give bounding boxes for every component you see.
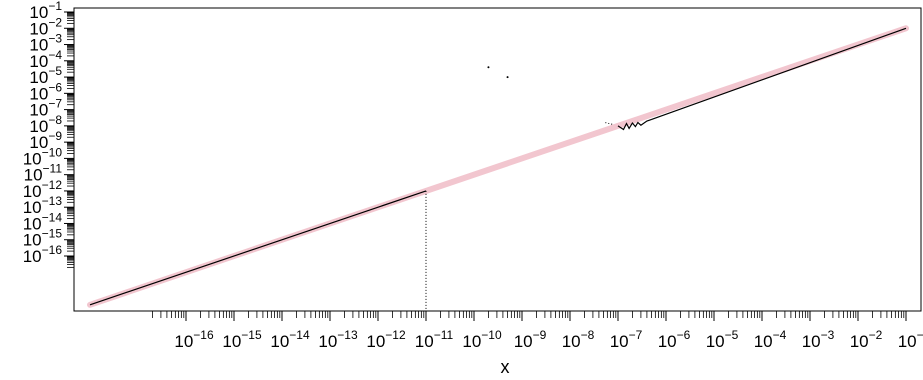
x-tick-label-1: 10−15 — [222, 328, 262, 351]
series-line-upper — [651, 27, 907, 120]
x-tick-label-6: 10−10 — [462, 328, 502, 351]
series-line-lower — [89, 190, 427, 306]
y-tick-label-0: 10−1 — [29, 0, 62, 22]
y-tick-label-14: 10−15 — [23, 227, 63, 250]
y-tick-label-7: 10−8 — [29, 113, 62, 136]
y-tick-label-11: 10−12 — [23, 178, 63, 201]
x-tick-label-3: 10−13 — [318, 328, 358, 351]
y-tick-label-15: 10−16 — [23, 243, 63, 266]
y-tick-label-12: 10−13 — [23, 194, 63, 217]
outlier-point-1 — [506, 76, 509, 79]
outlier-point-0 — [487, 66, 490, 69]
x-tick-label-12: 10−4 — [754, 328, 787, 351]
y-tick-label-5: 10−6 — [29, 80, 62, 103]
x-tick-label-9: 10−7 — [610, 328, 643, 351]
x-tick-label-0: 10−16 — [174, 328, 214, 351]
x-tick-label-15: 10−1 — [898, 328, 923, 351]
y-tick-label-1: 10−2 — [29, 15, 62, 38]
series-noise — [617, 118, 652, 131]
x-tick-label-5: 10−11 — [415, 328, 454, 351]
x-tick-label-10: 10−6 — [658, 328, 691, 351]
x-tick-label-4: 10−12 — [366, 328, 406, 351]
x-tick-label-2: 10−14 — [270, 328, 310, 351]
x-tick-label-11: 10−5 — [706, 328, 739, 351]
y-tick-label-8: 10−9 — [29, 129, 62, 152]
y-tick-label-9: 10−10 — [23, 145, 63, 168]
y-tick-label-6: 10−7 — [29, 97, 62, 120]
y-tick-label-10: 10−11 — [24, 162, 63, 185]
x-tick-label-13: 10−3 — [802, 328, 835, 351]
y-tick-label-3: 10−4 — [29, 48, 62, 71]
series-noise-leadin — [605, 122, 614, 126]
y-tick-label-2: 10−3 — [29, 32, 62, 55]
y-tick-label-13: 10−14 — [23, 210, 63, 233]
x-tick-label-8: 10−8 — [562, 328, 595, 351]
x-axis-title: x — [501, 357, 510, 377]
y-tick-label-4: 10−5 — [29, 64, 62, 87]
x-tick-label-7: 10−9 — [514, 328, 547, 351]
x-tick-label-14: 10−2 — [850, 328, 883, 351]
